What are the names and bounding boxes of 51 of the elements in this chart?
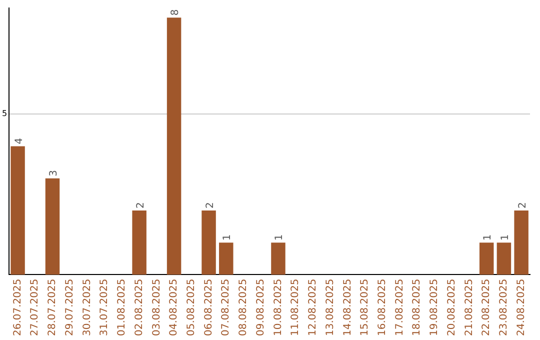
- x-tick-label: 17.08.2025: [394, 278, 406, 336]
- x-tick-label: 01.08.2025: [116, 278, 128, 336]
- y-tick-label: 5: [2, 109, 8, 118]
- x-tick-label: 28.07.2025: [47, 278, 58, 336]
- x-tick-label: 09.08.2025: [255, 278, 266, 336]
- bar: [202, 210, 216, 275]
- data-label: 2: [204, 202, 216, 208]
- x-tick-label: 08.08.2025: [238, 278, 250, 336]
- data-label: 2: [517, 202, 528, 208]
- data-label: 1: [500, 234, 511, 241]
- bar: [166, 18, 182, 275]
- x-tick-label: 18.08.2025: [412, 278, 423, 336]
- bar: [496, 242, 512, 275]
- x-tick-label: 21.08.2025: [464, 278, 475, 336]
- bar: [132, 210, 146, 275]
- bar: [219, 242, 234, 275]
- data-label: 3: [48, 170, 60, 176]
- x-tick-label: 24.08.2025: [516, 278, 527, 336]
- x-tick-label: 11.08.2025: [290, 278, 302, 336]
- data-label: 1: [274, 234, 286, 241]
- x-tick-label: 13.08.2025: [324, 278, 336, 336]
- x-tick-label: 12.08.2025: [308, 278, 319, 336]
- x-tick-label: 26.07.2025: [12, 278, 24, 336]
- x-tick-label: 04.08.2025: [168, 278, 180, 336]
- bar: [271, 242, 286, 275]
- x-tick-label: 31.07.2025: [99, 278, 110, 336]
- x-tick-label: 22.08.2025: [481, 278, 492, 336]
- x-tick-label: 15.08.2025: [360, 278, 371, 336]
- data-label: 2: [135, 202, 146, 208]
- data-label: 1: [222, 234, 234, 241]
- x-tick-label: 30.07.2025: [82, 278, 93, 336]
- x-tick-label: 14.08.2025: [342, 278, 354, 336]
- bar: [479, 242, 494, 275]
- bar: [10, 146, 25, 275]
- x-tick-label: 03.08.2025: [151, 278, 162, 336]
- bar: [514, 210, 528, 275]
- x-tick-label: 10.08.2025: [272, 278, 284, 336]
- x-tick-label: 02.08.2025: [134, 278, 145, 336]
- x-tick-label: 16.08.2025: [377, 278, 388, 336]
- x-tick-label: 06.08.2025: [203, 278, 214, 336]
- data-label: 1: [482, 234, 494, 241]
- x-tick-label: 23.08.2025: [498, 278, 510, 336]
- x-tick-label: 20.08.2025: [446, 278, 458, 336]
- bar: [45, 178, 60, 275]
- data-label: 8: [170, 9, 182, 16]
- x-tick-label: 27.07.2025: [30, 278, 41, 336]
- x-tick-label: 29.07.2025: [64, 278, 76, 336]
- x-tick-label: 05.08.2025: [186, 278, 197, 336]
- x-tick-label: 07.08.2025: [220, 278, 232, 336]
- x-tick-label: 19.08.2025: [429, 278, 440, 336]
- data-label: 4: [14, 138, 25, 144]
